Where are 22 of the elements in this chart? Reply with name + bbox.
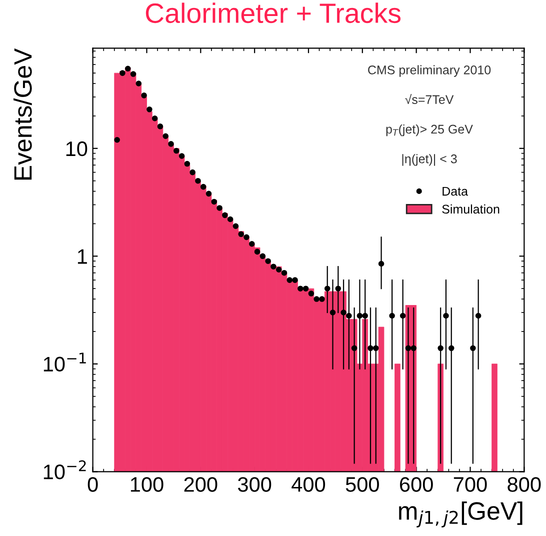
x-tick-label: 700 bbox=[454, 477, 487, 492]
y-axis-title: Events/GeV bbox=[13, 48, 32, 180]
x-tick-label: 500 bbox=[346, 477, 379, 492]
y-tick-label: 1 bbox=[78, 249, 87, 264]
annotation: p$_{T}$(jet)> 25 GeV bbox=[386, 124, 473, 136]
x-tick-label: 100 bbox=[130, 477, 164, 492]
x-tick-label: 200 bbox=[184, 477, 218, 492]
annotation: |η(jet)| < 3 bbox=[402, 154, 457, 166]
x-axis-title: m$_{j1,j2}$[GeV] bbox=[399, 502, 522, 528]
chart-title: Calorimeter + Tracks bbox=[146, 2, 401, 24]
y-tick-label: 10$^{−2}$ bbox=[44, 460, 86, 480]
y-tick-label: 10 bbox=[66, 141, 88, 156]
x-tick-label: 300 bbox=[238, 477, 272, 492]
x-tick-label: 400 bbox=[292, 477, 326, 492]
legend-label: Simulation bbox=[442, 204, 500, 214]
x-tick-label: 0 bbox=[88, 477, 98, 492]
x-tick-label: 800 bbox=[508, 477, 541, 492]
x-tick-label: 600 bbox=[400, 477, 433, 492]
legend-label: Data bbox=[442, 186, 468, 196]
annotation: CMS preliminary 2010 bbox=[368, 65, 491, 77]
annotation: √s=7TeV bbox=[405, 94, 454, 104]
y-tick-label: 10$^{−1}$ bbox=[44, 352, 86, 372]
